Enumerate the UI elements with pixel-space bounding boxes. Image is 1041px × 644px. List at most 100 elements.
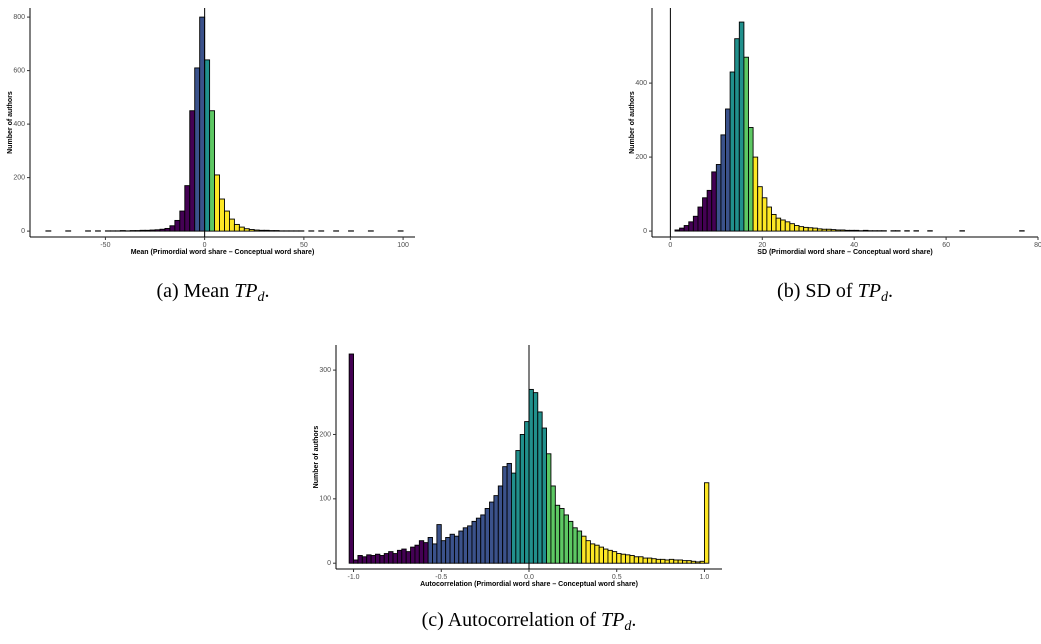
x-tick-label: -0.5 <box>435 574 447 581</box>
bar <box>673 559 679 564</box>
bar <box>258 229 265 232</box>
bar <box>766 206 772 232</box>
bar <box>214 174 220 232</box>
caption-subscript: d <box>624 619 632 634</box>
x-tick-label: -1.0 <box>348 574 360 581</box>
bar <box>169 225 176 232</box>
y-axis-title: Number of authors <box>313 426 320 489</box>
bar <box>228 218 235 232</box>
y-tick-label: 200 <box>635 154 647 161</box>
bar <box>273 230 280 232</box>
bar <box>129 230 136 232</box>
y-tick-label: 200 <box>319 431 331 438</box>
bar <box>660 558 666 564</box>
bar <box>484 508 490 564</box>
bar <box>243 228 250 232</box>
bar <box>594 544 600 564</box>
caption-math: TP <box>234 280 257 302</box>
bar <box>720 134 726 232</box>
bar <box>515 450 521 564</box>
y-tick-label: 0 <box>643 228 647 235</box>
bar <box>519 434 526 564</box>
caption: (c) Autocorrelation of TPd. <box>422 609 637 634</box>
bar <box>839 229 846 232</box>
bar <box>807 227 814 232</box>
caption-text: (a) Mean <box>156 280 229 302</box>
bar <box>690 560 697 564</box>
bar <box>688 221 694 232</box>
y-axis-title: Number of authors <box>7 91 14 154</box>
bar <box>379 555 385 564</box>
bar <box>572 527 578 564</box>
bar <box>585 540 591 564</box>
bar <box>204 59 211 232</box>
bar <box>748 127 754 232</box>
bar <box>629 555 635 564</box>
bar <box>388 551 394 564</box>
bar <box>209 110 216 232</box>
bar <box>541 427 547 564</box>
x-tick-label: 1.0 <box>700 574 710 581</box>
bar <box>674 229 681 232</box>
bar <box>695 561 701 564</box>
y-tick-label: 0 <box>327 560 331 567</box>
bar <box>511 472 517 564</box>
bar <box>775 217 782 232</box>
bar <box>611 551 618 564</box>
bar <box>607 549 613 564</box>
bar <box>119 230 126 232</box>
bar <box>528 388 534 564</box>
bar <box>462 527 469 564</box>
bar <box>743 56 749 232</box>
bar <box>489 501 495 564</box>
bar <box>803 226 809 232</box>
bar <box>757 186 763 232</box>
bar <box>598 546 605 564</box>
bar <box>370 555 376 564</box>
bar <box>711 171 717 232</box>
bar <box>475 517 482 564</box>
bar <box>830 229 837 232</box>
bar <box>677 559 683 564</box>
bar <box>144 229 151 232</box>
bar <box>697 206 703 232</box>
bar <box>683 225 690 232</box>
bar <box>199 16 206 232</box>
bar <box>633 556 640 564</box>
bar <box>794 225 800 232</box>
bar <box>581 535 587 564</box>
bar <box>668 558 675 564</box>
caption-text: (b) SD of <box>777 280 853 302</box>
bar <box>702 197 708 232</box>
bar <box>263 229 270 232</box>
caption-end: . <box>631 609 636 631</box>
bar <box>238 226 245 232</box>
bar <box>449 533 455 564</box>
bar <box>589 543 596 564</box>
caption-end: . <box>888 280 893 302</box>
bar <box>348 353 354 564</box>
x-tick-label: 40 <box>850 242 858 249</box>
bar <box>620 553 626 564</box>
bar <box>497 485 504 564</box>
x-axis-title: Mean (Primordial word share – Conceptual… <box>131 249 315 256</box>
bar <box>418 540 425 564</box>
bar <box>445 537 451 564</box>
bar <box>699 560 705 564</box>
bar <box>134 230 141 232</box>
bar <box>392 553 398 564</box>
bar <box>821 228 828 232</box>
histogram-panel: -50 0 50 100 0 200 400 600 800 Mean (Primordial w… <box>7 8 415 305</box>
caption-subscript: d <box>258 290 266 305</box>
y-tick-label: 0 <box>21 228 25 235</box>
bar <box>835 229 841 232</box>
bar <box>789 223 795 232</box>
bar <box>493 495 499 564</box>
y-tick-label: 400 <box>13 121 25 128</box>
bar <box>396 549 403 564</box>
bar <box>353 559 359 564</box>
bar <box>546 453 552 564</box>
bar <box>410 546 416 564</box>
x-tick-label: 20 <box>758 242 766 249</box>
bar <box>139 229 146 232</box>
